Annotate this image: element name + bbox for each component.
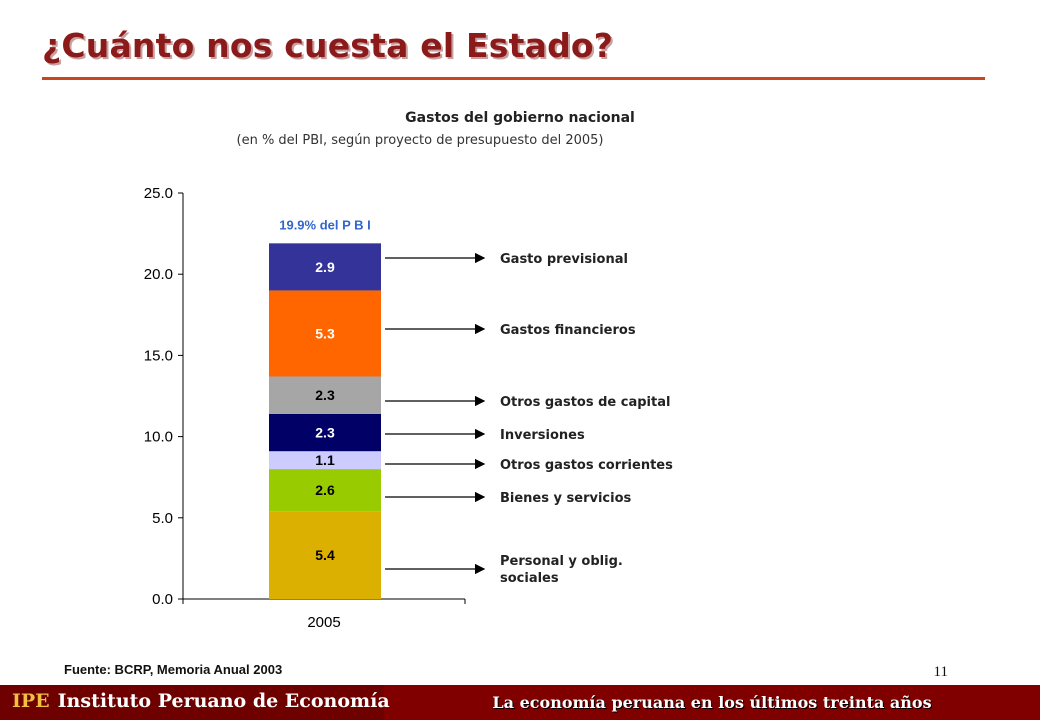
y-tick-label-2: 10.0 (144, 429, 173, 446)
legend-label-6: Gasto previsional (500, 252, 628, 267)
y-tick-label-1: 5.0 (152, 510, 173, 527)
bar-segment-3 (269, 413, 381, 452)
bar-value-label-5: 5.3 (315, 325, 335, 341)
stacked-bar-chart: 0.0 5.0 10.0 15.0 20.0 25.0 2005 5.4 2.6 1.1 2.3 2.… (144, 185, 673, 631)
total-label: 19.9% del P B I (279, 217, 371, 232)
legend-label-1: Bienes y servicios (500, 491, 632, 506)
footer-institute: IPE Instituto Peruano de Economía (12, 690, 390, 712)
bar-segment-5 (269, 290, 381, 377)
ipe-logo-text: IPE (12, 690, 50, 712)
chart-subtitle: (en % del PBI, según proyecto de presupu… (236, 133, 604, 148)
bar-segment-2 (269, 451, 381, 470)
chart-title: Gastos del gobierno nacional (405, 110, 635, 126)
legend-label-0: Personal y oblig. sociales (500, 554, 623, 586)
bar-value-label-3: 2.3 (315, 425, 335, 441)
bar-segment-6 (269, 243, 381, 291)
slide-title: ¿Cuánto nos cuesta el Estado? (42, 26, 614, 65)
title-underline (42, 77, 985, 80)
institute-name: Instituto Peruano de Economía (57, 690, 390, 712)
footer-bar: IPE Instituto Peruano de Economía La econ… (0, 685, 1040, 720)
bar-segment-1 (269, 469, 381, 512)
footer-tagline: La economía peruana en los últimos trein… (492, 693, 932, 712)
bar-value-label-6: 2.9 (315, 259, 335, 275)
source-note: Fuente: BCRP, Memoria Anual 2003 (64, 662, 283, 677)
x-tick-label-0: 2005 (307, 614, 340, 631)
bar-value-label-4: 2.3 (315, 387, 335, 403)
y-tick-label-3: 15.0 (144, 347, 173, 364)
bar-segment-0 (269, 511, 381, 599)
bar-segment-4 (269, 376, 381, 414)
page-number: 11 (933, 664, 948, 680)
legend-label-5: Gastos financieros (500, 323, 636, 338)
legend-label-2: Otros gastos corrientes (500, 458, 673, 473)
bar-value-label-0: 5.4 (315, 547, 335, 563)
bar-value-label-2: 1.1 (315, 452, 335, 468)
y-tick-label-5: 25.0 (144, 185, 173, 202)
footer-institute-box: IPE Instituto Peruano de Economía (0, 685, 390, 720)
y-tick-label-0: 0.0 (152, 591, 173, 608)
legend-label-3: Inversiones (500, 428, 585, 443)
legend-label-4: Otros gastos de capital (500, 395, 670, 410)
bar-value-label-1: 2.6 (315, 482, 335, 498)
y-tick-label-4: 20.0 (144, 266, 173, 283)
